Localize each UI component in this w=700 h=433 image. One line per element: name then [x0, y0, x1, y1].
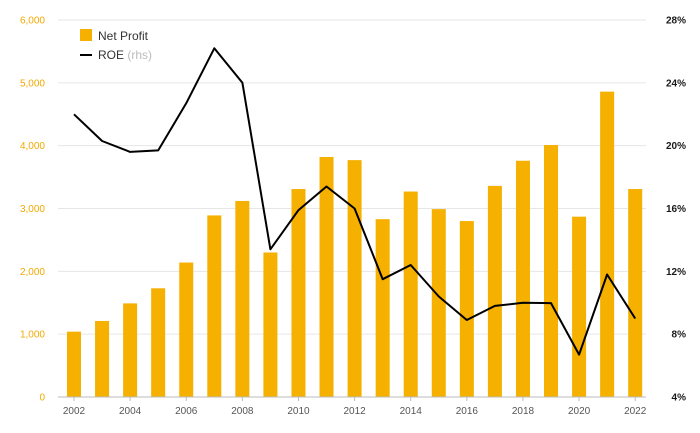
bar — [459, 221, 474, 397]
right-tick-label: 4% — [672, 393, 687, 404]
bar — [487, 185, 502, 397]
left-axis-ticks: 0 1,000 2,000 3,000 4,000 5,000 6,000 — [20, 16, 45, 404]
left-tick-label: 1,000 — [20, 330, 45, 341]
legend-label-net-profit: Net Profit — [98, 29, 149, 43]
bar — [515, 160, 530, 397]
legend-roe-suffix: (rhs) — [127, 48, 152, 62]
right-axis-ticks: 4% 8% 12% 16% 20% 24% 28% — [666, 16, 686, 404]
x-tick-label: 2022 — [624, 406, 647, 417]
bar — [347, 160, 362, 397]
bar — [572, 216, 587, 397]
legend-roe-name: ROE — [98, 48, 124, 62]
roe-line — [73, 47, 637, 356]
bar — [600, 91, 615, 397]
bar — [123, 303, 138, 397]
roe-series-line — [73, 47, 637, 356]
x-tick-label: 2012 — [343, 406, 366, 417]
bar — [151, 288, 166, 397]
left-tick-label: 4,000 — [20, 141, 45, 152]
left-tick-label: 0 — [39, 393, 45, 404]
x-tick-label: 2014 — [400, 406, 423, 417]
bar — [403, 191, 418, 397]
x-tick-label: 2020 — [568, 406, 591, 417]
bar — [235, 200, 250, 397]
x-tick-label: 2010 — [287, 406, 310, 417]
left-tick-label: 2,000 — [20, 267, 45, 278]
left-tick-label: 6,000 — [20, 16, 45, 27]
x-tick-label: 2018 — [512, 406, 535, 417]
bar — [431, 209, 446, 397]
right-tick-label: 12% — [666, 267, 686, 278]
left-tick-label: 5,000 — [20, 78, 45, 89]
right-tick-label: 24% — [666, 78, 686, 89]
bar — [207, 215, 222, 397]
x-tick-label: 2002 — [63, 406, 86, 417]
x-axis-ticks: 2002 2004 2006 2008 2010 2012 2014 2016 2018 2020… — [63, 397, 647, 417]
right-tick-label: 20% — [666, 141, 686, 152]
legend-swatch-net-profit — [80, 29, 92, 41]
legend: Net Profit ROE (rhs) — [80, 29, 152, 62]
right-tick-label: 16% — [666, 204, 686, 215]
x-tick-label: 2006 — [175, 406, 198, 417]
left-tick-label: 3,000 — [20, 204, 45, 215]
x-tick-label: 2008 — [231, 406, 254, 417]
right-tick-label: 8% — [672, 330, 687, 341]
bar — [544, 145, 559, 397]
bar — [375, 219, 390, 397]
bar — [95, 320, 110, 397]
bar — [319, 156, 334, 397]
bar — [291, 189, 306, 397]
net-profit-bars — [67, 91, 643, 397]
bar — [628, 189, 643, 397]
right-tick-label: 28% — [666, 16, 686, 27]
legend-label-roe: ROE (rhs) — [98, 48, 152, 62]
x-tick-label: 2004 — [119, 406, 142, 417]
x-tick-label: 2016 — [456, 406, 479, 417]
bar — [179, 262, 194, 397]
bar — [263, 252, 278, 397]
bar — [67, 331, 81, 397]
